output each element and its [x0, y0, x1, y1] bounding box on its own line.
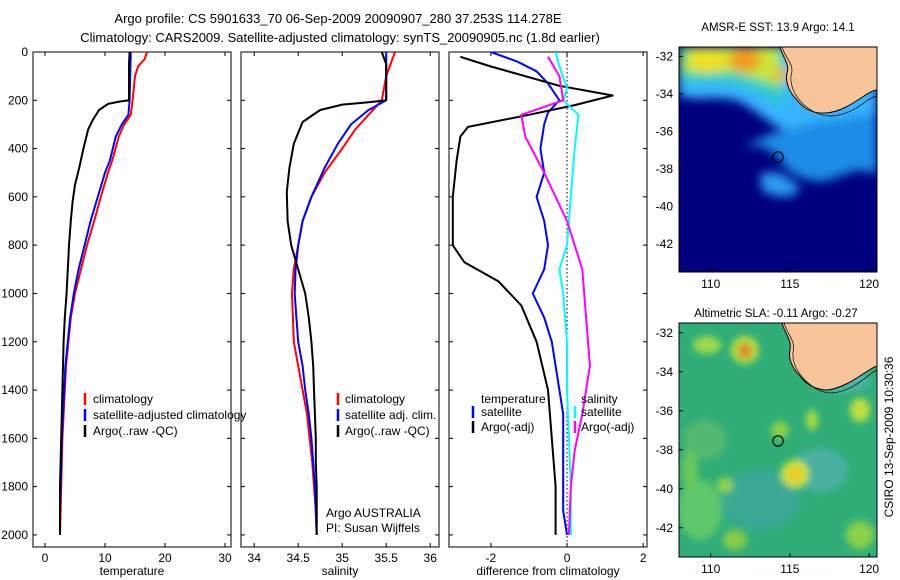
y-tick-label: 1400 — [1, 383, 28, 397]
y-tick-label: 1800 — [1, 480, 28, 494]
salinity-legend: climatology satellite adj. clim. Argo(..… — [336, 392, 436, 438]
x-tick-label: -2 — [486, 551, 497, 565]
map-y-tick-label: -34 — [656, 365, 674, 379]
map-y-tick-label: -40 — [656, 482, 674, 496]
sst-map-frame — [678, 46, 878, 273]
x-tick-label: 34 — [248, 551, 262, 565]
map-x-tick-label: 115 — [780, 277, 799, 291]
map-y-tick-label: -36 — [656, 124, 674, 138]
series-line-argo-raw-qc — [285, 52, 388, 535]
temperature-panel: 0 200 400 600 800 1000 1200 1400 1600 1800 2000 0 10… — [1, 45, 232, 565]
legend-label-argo: Argo(..raw -QC) — [93, 424, 178, 438]
x-tick-label: 35 — [336, 551, 350, 565]
sst-coast-outline — [781, 47, 877, 117]
series-group — [451, 52, 614, 536]
y-tick-label: 1200 — [1, 335, 28, 349]
sst-map-axes: 110 115 120 -32 -34 -36 -38 -40 -42 — [656, 49, 880, 291]
legend-title-salinity: salinity — [581, 392, 618, 406]
map-y-tick-label: -42 — [656, 237, 674, 251]
sla-coast-outline — [783, 323, 877, 394]
series-line-temperature-argo-adj — [451, 55, 614, 535]
legend-label-climatology: climatology — [345, 392, 405, 406]
series-group — [59, 52, 148, 535]
legend-label-temp-argo: Argo(-adj) — [481, 420, 534, 434]
sst-map — [679, 47, 877, 272]
map-y-tick-label: -42 — [656, 521, 674, 535]
map-y-tick-label: -40 — [656, 199, 674, 213]
y-tick-label: 0 — [21, 45, 28, 59]
credit-text: CSIRO 13-Sep-2009 10:30:36 — [882, 356, 896, 517]
sst-land — [779, 47, 877, 114]
axes-frame — [448, 51, 648, 548]
legend-label-argo: Argo(..raw -QC) — [345, 424, 430, 438]
y-tick-label: 400 — [8, 142, 28, 156]
difference-xlabel: difference from climatology — [476, 564, 619, 578]
sla-map-axes: 110 115 120 -32 -34 -36 -38 -40 -42 — [656, 326, 880, 576]
x-tick-label: 2 — [640, 551, 647, 565]
sst-argo-marker — [772, 151, 784, 163]
series-line-temperature-satellite — [490, 52, 568, 536]
sla-map-frame — [678, 322, 878, 558]
difference-panel: -2 0 2 — [448, 51, 648, 565]
map-y-tick-label: -32 — [656, 326, 674, 340]
y-tick-label: 2000 — [1, 528, 28, 542]
y-tick-label: 800 — [8, 238, 28, 252]
x-tick-label: 0 — [564, 551, 571, 565]
x-tick-label: 10 — [98, 551, 112, 565]
legend-label-sal-satellite: satellite — [581, 405, 622, 419]
map-y-tick-label: -38 — [656, 162, 674, 176]
series-line-argo-raw-qc — [59, 52, 131, 535]
legend-label-satellite-adjusted: satellite-adjusted climatology — [93, 408, 246, 422]
axes-frame — [32, 51, 232, 548]
x-tick-label: 35.5 — [375, 551, 399, 565]
legend-label-sal-argo: Argo(-adj) — [581, 420, 634, 434]
series-group — [285, 52, 396, 535]
map-x-tick-label: 115 — [780, 562, 799, 576]
argo-australia-annotation: Argo AUSTRALIA — [326, 506, 421, 520]
sla-map — [679, 323, 877, 557]
salinity-panel: 34 34.5 35 35.5 36 — [240, 51, 440, 565]
y-tick-label: 1000 — [1, 286, 28, 300]
map-x-tick-label: 110 — [701, 562, 720, 576]
temperature-xlabel: temperature — [100, 564, 165, 578]
sla-map-title: Altimetric SLA: -0.11 Argo: -0.27 — [694, 308, 857, 320]
legend-label-temp-satellite: satellite — [481, 405, 522, 419]
x-tick-label: 36 — [424, 551, 438, 565]
series-line-salinity-satellite — [554, 52, 580, 535]
y-tick-label: 200 — [8, 93, 28, 107]
map-x-tick-label: 120 — [859, 277, 879, 291]
map-x-tick-label: 120 — [859, 562, 879, 576]
axes-frame — [240, 51, 440, 548]
series-line-salinity-argo-adj — [520, 56, 591, 535]
x-tick-label: 0 — [42, 551, 49, 565]
map-y-tick-label: -32 — [656, 49, 674, 63]
sla-field — [679, 336, 874, 550]
map-y-tick-label: -38 — [656, 443, 674, 457]
sla-land — [781, 323, 877, 391]
map-y-tick-label: -34 — [656, 87, 674, 101]
legend-label-climatology: climatology — [93, 392, 153, 406]
map-x-tick-label: 110 — [701, 277, 720, 291]
map-y-tick-label: -36 — [656, 404, 674, 418]
figure-title-line2: Climatology: CARS2009. Satellite-adjuste… — [80, 30, 600, 45]
x-tick-label: 20 — [158, 551, 172, 565]
sst-map-title: AMSR-E SST: 13.9 Argo: 14.1 — [701, 22, 854, 34]
series-line-satellite-adj-clim — [293, 52, 388, 535]
y-tick-label: 600 — [8, 190, 28, 204]
x-tick-label: 34.5 — [287, 551, 311, 565]
series-line-climatology — [291, 52, 396, 535]
pi-annotation: PI: Susan Wijffels — [326, 521, 420, 535]
temperature-legend: climatology satellite-adjusted climatolo… — [83, 392, 246, 438]
y-tick-label: 1600 — [1, 431, 28, 445]
salinity-xlabel: salinity — [322, 564, 359, 578]
difference-legend: temperature satellite Argo(-adj) salinit… — [471, 392, 634, 434]
legend-label-satellite-adj: satellite adj. clim. — [345, 408, 436, 422]
sla-argo-marker — [772, 435, 784, 447]
figure-title-line1: Argo profile: CS 5901633_70 06-Sep-2009 … — [114, 11, 562, 26]
x-tick-label: 30 — [218, 551, 232, 565]
series-line-satellite-adjusted-climatology — [59, 52, 132, 535]
legend-title-temperature: temperature — [481, 392, 546, 406]
